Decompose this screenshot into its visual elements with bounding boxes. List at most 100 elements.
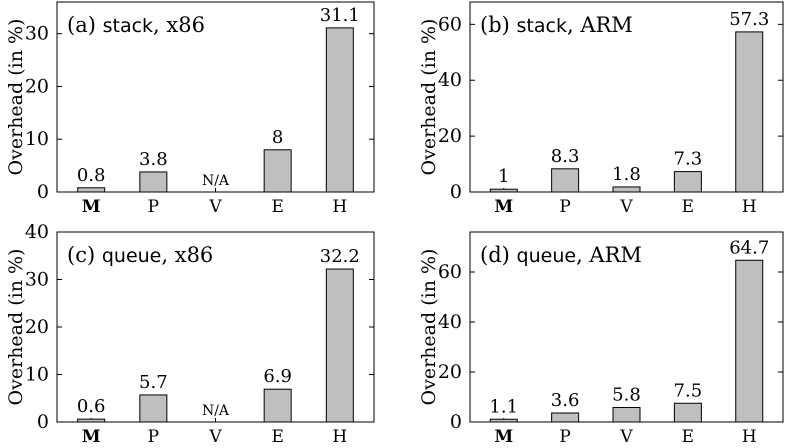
panel-title: (a) stack, x86: [67, 13, 205, 37]
bar: [489, 418, 518, 423]
y-tick-label: 20: [438, 125, 462, 147]
y-tick-label: 10: [25, 364, 49, 386]
panel-title-prefix: (c): [67, 243, 95, 267]
x-tick-label: V: [619, 197, 633, 217]
y-tick-label: 40: [438, 69, 462, 91]
bar: [612, 407, 641, 423]
data-label: 3.8: [139, 149, 168, 170]
y-tick-label: 20: [25, 316, 49, 338]
data-label: 5.7: [139, 372, 168, 393]
data-label: 7.3: [674, 149, 703, 170]
y-tick-label: 0: [37, 411, 49, 433]
y-tick-label: 10: [25, 128, 49, 150]
x-tick-label: H: [742, 197, 757, 217]
x-tick-label: E: [682, 197, 694, 217]
panel-title: (c) queue, x86: [67, 243, 213, 267]
data-label: 1.8: [612, 164, 641, 185]
data-label: 7.5: [674, 380, 703, 401]
bar: [673, 171, 702, 193]
y-tick-label: 20: [25, 75, 49, 97]
data-label: N/A: [202, 173, 230, 189]
x-tick-label: M: [82, 197, 101, 217]
y-tick-label: 60: [438, 261, 462, 283]
data-label: 31.1: [320, 5, 360, 26]
bar: [139, 171, 168, 193]
x-tick-label: V: [619, 427, 633, 447]
panel-title-keyword: queue: [102, 245, 162, 267]
y-tick-label: 40: [438, 311, 462, 333]
panel-title: (d) queue, ARM: [480, 243, 642, 267]
bar: [263, 388, 292, 423]
x-tick-label: V: [208, 197, 222, 217]
bar: [551, 168, 580, 193]
x-tick-label: H: [332, 427, 347, 447]
x-tick-label: E: [271, 197, 283, 217]
x-tick-label: P: [559, 197, 570, 217]
y-axis-label: Overhead (in %): [5, 19, 27, 176]
bar: [77, 418, 106, 423]
data-label: 1: [498, 166, 509, 187]
data-label: 3.6: [551, 390, 580, 411]
panel-title-space: [96, 13, 103, 37]
x-tick-label: E: [271, 427, 283, 447]
y-tick-label: 0: [450, 181, 462, 203]
data-label: 0.8: [77, 165, 106, 186]
panel-title-keyword: queue: [517, 245, 577, 267]
data-label: 64.7: [729, 237, 769, 258]
chart-panel: 0 10 20 30 40 Overhead (in %) M 0.6 P 5.7 V N/A E 6.9…: [5, 221, 375, 447]
x-tick-label: E: [682, 427, 694, 447]
y-tick-label: 40: [25, 221, 49, 243]
panel-title-prefix: (d): [480, 243, 510, 267]
y-axis-label: Overhead (in %): [418, 249, 440, 406]
x-tick-label: M: [82, 427, 101, 447]
panel-title-space: [510, 243, 517, 267]
panel-title-prefix: (b): [480, 13, 510, 37]
bar: [489, 188, 518, 193]
panel-title-suffix: , x86: [153, 13, 205, 37]
x-tick-label: M: [494, 197, 513, 217]
bar: [673, 402, 702, 423]
y-tick-label: 20: [438, 361, 462, 383]
x-tick-label: V: [208, 427, 222, 447]
x-tick-label: M: [494, 427, 513, 447]
bar: [612, 186, 641, 193]
data-label: 1.1: [489, 396, 518, 417]
y-tick-label: 0: [37, 181, 49, 203]
data-label: 8: [272, 127, 283, 148]
y-tick-label: 30: [25, 23, 49, 45]
data-label: 32.2: [320, 246, 360, 267]
data-label: N/A: [202, 403, 230, 419]
panel-title-keyword: stack: [517, 15, 567, 37]
data-label: 57.3: [729, 9, 769, 30]
y-axis-label: Overhead (in %): [5, 249, 27, 406]
panel-title-prefix: (a): [67, 13, 96, 37]
bar: [735, 259, 764, 423]
bar: [735, 31, 764, 193]
bar: [325, 27, 354, 193]
x-tick-label: H: [742, 427, 757, 447]
bar: [77, 187, 106, 193]
y-tick-label: 30: [25, 269, 49, 291]
data-label: 0.6: [77, 396, 106, 417]
bar: [551, 412, 580, 423]
panel-title-suffix: , x86: [161, 243, 213, 267]
data-label: 6.9: [263, 366, 292, 387]
x-tick-label: P: [148, 427, 159, 447]
x-tick-label: H: [332, 197, 347, 217]
y-tick-label: 60: [438, 13, 462, 35]
panel-title-space: [95, 243, 102, 267]
data-label: 5.8: [612, 385, 641, 406]
x-tick-label: P: [148, 197, 159, 217]
data-label: 8.3: [551, 146, 580, 167]
panel-title-suffix: , ARM: [567, 13, 633, 37]
bar: [139, 394, 168, 423]
y-axis-label: Overhead (in %): [418, 19, 440, 176]
panel-title-suffix: , ARM: [576, 243, 642, 267]
panel-title: (b) stack, ARM: [480, 13, 633, 37]
x-tick-label: P: [559, 427, 570, 447]
